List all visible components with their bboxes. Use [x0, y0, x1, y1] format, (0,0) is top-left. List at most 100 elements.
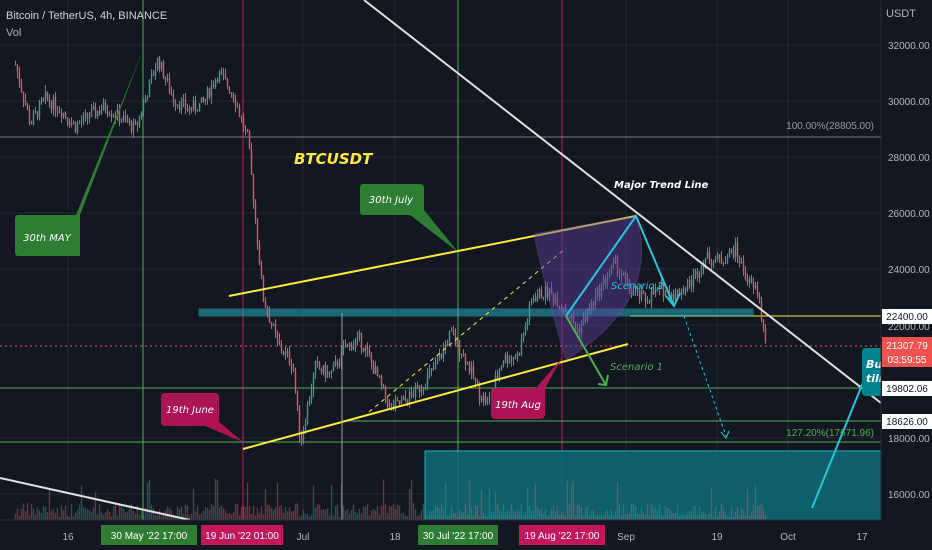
volume-bar: [216, 480, 219, 520]
candle-body: [342, 346, 345, 350]
buy-note-box: [862, 348, 881, 396]
candle-body: [352, 345, 355, 351]
candle-body: [606, 277, 609, 284]
volume-bar: [602, 516, 605, 520]
candle-body: [694, 270, 697, 275]
candle-body: [642, 290, 645, 294]
volume-bar: [74, 512, 77, 520]
volume-bar: [20, 509, 23, 520]
volume-bar: [558, 514, 561, 520]
candle-body: [618, 273, 621, 275]
volume-bar: [318, 504, 321, 520]
candle-body: [742, 261, 745, 272]
candle-body: [450, 329, 453, 332]
volume-bar: [528, 506, 531, 520]
volume-bar: [356, 513, 359, 520]
candle-body: [218, 71, 221, 82]
volume-bar: [684, 516, 687, 520]
volume-bar: [62, 510, 65, 520]
candle-body: [360, 332, 363, 348]
volume-bar: [420, 510, 423, 520]
candle-body: [190, 107, 193, 110]
candle-body: [204, 98, 207, 102]
price-axis[interactable]: [881, 0, 932, 550]
volume-bar: [312, 485, 315, 520]
candle-body: [570, 315, 573, 319]
candle-body: [278, 339, 281, 345]
volume-bar: [262, 514, 265, 520]
volume-bar: [180, 506, 183, 520]
volume-bar: [408, 489, 411, 520]
candle-body: [478, 383, 481, 400]
volume-bar: [704, 514, 707, 520]
volume-bar: [238, 515, 241, 520]
candle-body: [82, 114, 85, 122]
volume-bar: [572, 478, 575, 520]
candle-body: [394, 400, 397, 409]
volume-bar: [80, 485, 83, 520]
volume-bar: [416, 515, 419, 520]
volume-bar: [78, 504, 81, 520]
volume-bar: [700, 512, 703, 520]
volume-bar: [284, 507, 287, 520]
volume-bar: [446, 515, 449, 520]
volume-bar: [554, 510, 557, 520]
x-tick-oct: Oct: [780, 532, 796, 543]
candle-body: [602, 278, 605, 285]
volume-bar: [670, 510, 673, 520]
volume-bar: [144, 508, 147, 520]
candle-body: [212, 85, 215, 87]
candle-body: [134, 121, 137, 124]
volume-bar: [72, 515, 75, 520]
callout-19-jun-text: 19th June: [166, 405, 214, 416]
volume-bar: [52, 508, 55, 520]
candle-body: [586, 309, 589, 322]
volume-bar: [132, 510, 135, 520]
symbol-header[interactable]: Bitcoin / TetherUS, 4h, BINANCE: [6, 10, 168, 22]
candle-body: [214, 79, 217, 87]
candle-body: [488, 396, 491, 400]
candle-body: [288, 352, 291, 365]
volume-bar: [342, 506, 345, 520]
candle-body: [732, 250, 735, 258]
y-tick-28000: 28000.00: [888, 153, 930, 164]
candle-body: [112, 115, 115, 117]
volume-bar: [188, 515, 191, 520]
volume-bar: [730, 507, 733, 520]
candle-body: [320, 368, 323, 373]
volume-bar: [582, 516, 585, 520]
candle-body: [684, 288, 687, 291]
candle-body: [712, 261, 715, 266]
volume-bar: [472, 515, 475, 520]
volume-bar: [760, 503, 763, 520]
candle-body: [686, 285, 689, 291]
candle-body: [426, 374, 429, 388]
volume-bar: [264, 488, 267, 520]
volume-bar: [598, 516, 601, 520]
volume-bar: [570, 483, 573, 520]
volume-bar: [70, 503, 73, 520]
volume-bar: [674, 513, 677, 520]
candle-body: [434, 363, 437, 369]
volume-bar: [616, 482, 619, 520]
volume-bar: [362, 506, 365, 520]
candle-body: [250, 149, 253, 175]
candle-body: [236, 106, 239, 108]
candle-body: [670, 294, 673, 299]
candle-body: [132, 121, 135, 132]
volume-bar: [468, 478, 471, 520]
volume-bar: [82, 507, 85, 520]
candle-body: [446, 343, 449, 345]
price-tag-22400-bg: [882, 309, 932, 324]
volume-bar: [26, 503, 29, 520]
candle-body: [652, 291, 655, 295]
volume-bar: [86, 509, 89, 520]
volume-bar: [744, 516, 747, 520]
volume-bar: [610, 509, 613, 520]
volume-bar: [428, 510, 431, 520]
volume-bar: [452, 513, 455, 520]
volume-bar: [374, 510, 377, 520]
candle-body: [38, 101, 41, 118]
candle-body: [560, 307, 563, 309]
